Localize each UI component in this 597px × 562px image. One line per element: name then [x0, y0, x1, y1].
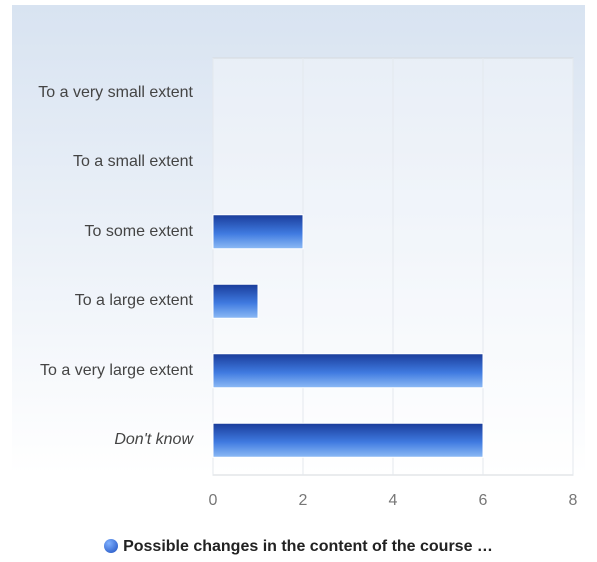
bar: [212, 353, 484, 389]
y-tick-label: To a very large extent: [40, 361, 193, 379]
x-tick-label: 6: [479, 492, 488, 509]
bar: [212, 214, 304, 250]
bar: [212, 283, 259, 319]
legend: Possible changes in the content of the c…: [0, 538, 597, 556]
y-tick-label: To a large extent: [74, 292, 193, 310]
bar: [212, 422, 484, 458]
x-tick-label: 2: [299, 492, 308, 509]
y-tick-label: To a very small extent: [38, 83, 193, 101]
chart-background: [12, 5, 585, 557]
x-tick-label: 0: [209, 492, 218, 509]
x-tick-label: 4: [389, 492, 398, 509]
y-tick-label: Don't know: [114, 431, 193, 449]
y-tick-label: To some extent: [84, 222, 194, 240]
y-tick-label: To a small extent: [72, 153, 193, 171]
legend-label: Possible changes in the content of the c…: [123, 538, 493, 555]
x-tick-label: 8: [569, 492, 578, 509]
legend-marker: [104, 539, 119, 553]
